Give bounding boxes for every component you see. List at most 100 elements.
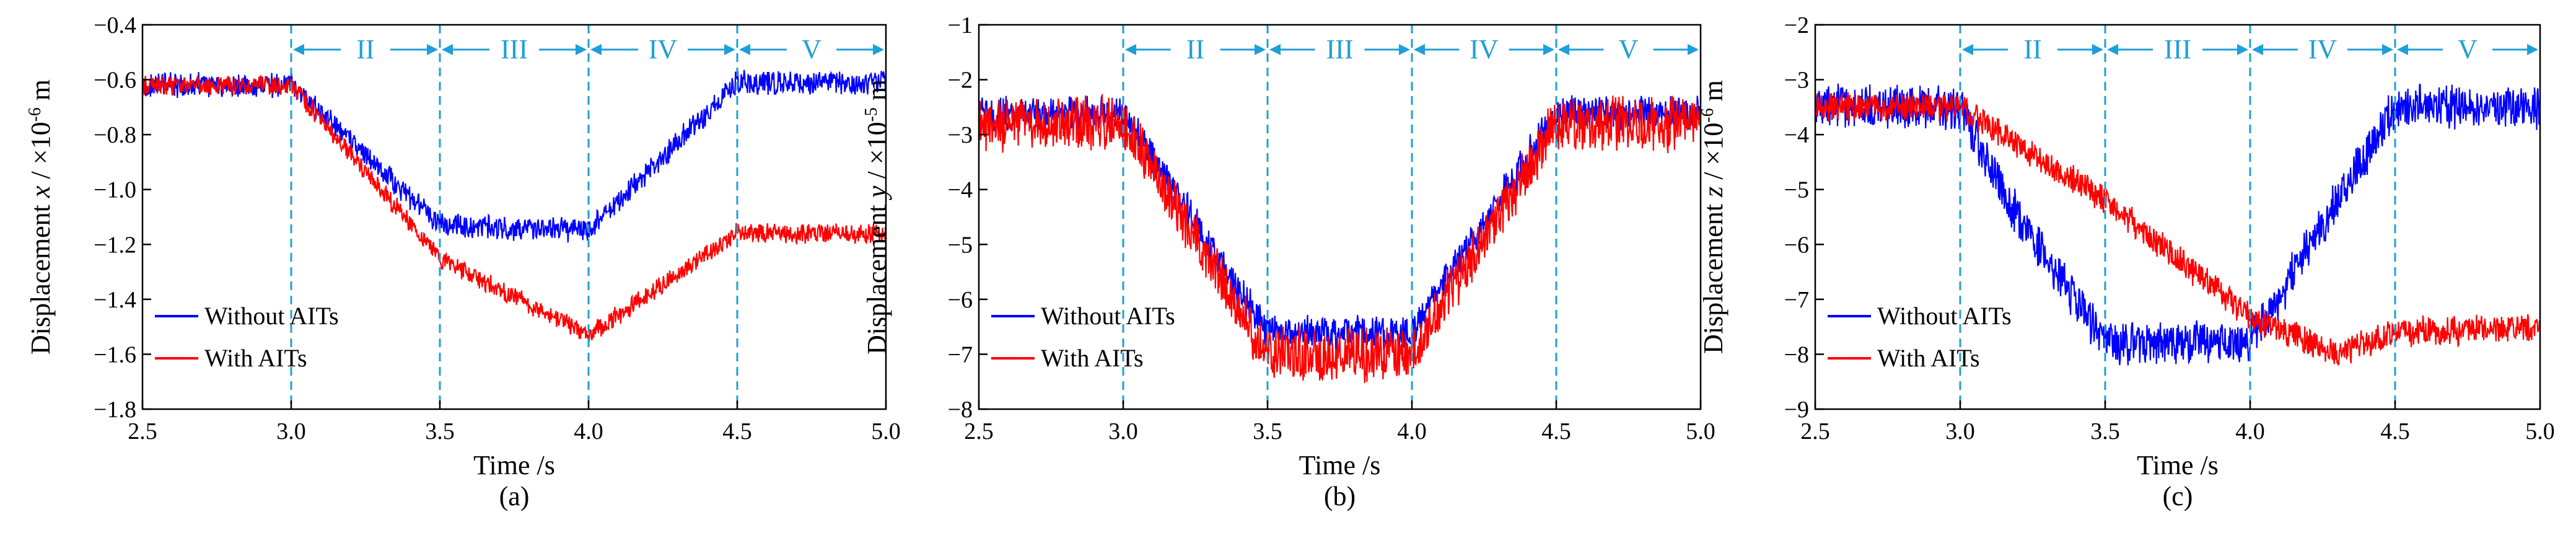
y-axis-label: Displacement z / ×10-6 m — [1698, 80, 1729, 354]
chart-panel-2: II III IV V2.5 3.0 3.5 4.0 4.5 5.0−8−7−6−5−4−3−2… — [862, 12, 1715, 511]
x-tick-label: 4.0 — [2235, 418, 2265, 444]
plot-frame — [978, 24, 1702, 410]
chart-panel-3: II III IV V2.5 3.0 3.5 4.0 4.5 5.0−9−8−7−6−5−4−3… — [1698, 12, 2555, 511]
x-tick-label: 4.0 — [1397, 418, 1427, 444]
phase-label-bg — [638, 33, 688, 63]
x-tick-label: 2.5 — [128, 418, 157, 444]
y-axis-label-text: Displacement — [25, 198, 56, 355]
y-axis-label-unit: / ×10 — [862, 122, 892, 186]
phase-label-bg — [1170, 33, 1220, 63]
y-axis-label-variable: x — [25, 185, 56, 198]
y-tick-label: −1.8 — [94, 397, 136, 423]
x-tick-label: 5.0 — [2525, 418, 2555, 444]
x-tick-label: 3.0 — [1945, 418, 1975, 444]
phase-label-bg — [2443, 33, 2492, 63]
y-axis-label-meter: m — [862, 79, 892, 107]
x-tick-label: 3.5 — [425, 418, 455, 444]
y-axis-label: Displacement y / ×10-5 m — [862, 79, 893, 355]
phase-arrowhead-left — [1269, 44, 1281, 55]
series-line-without-aits — [1815, 83, 2540, 366]
y-tick-label: −1.4 — [94, 287, 136, 313]
y-tick-label: −6 — [948, 287, 973, 313]
y-axis-label-meter: m — [25, 79, 56, 107]
legend-label-without-aits: Without AITs — [204, 302, 339, 330]
y-tick-label: −0.6 — [94, 68, 136, 94]
x-tick-label: 5.0 — [871, 418, 901, 444]
y-tick-label: −1.6 — [94, 342, 136, 368]
phase-label-bg — [341, 33, 390, 63]
phase-label-ii: II — [2023, 34, 2041, 64]
phase-label-iii: III — [1326, 34, 1354, 64]
y-axis-label-exponent: -6 — [25, 107, 45, 122]
phase-arrowhead-left — [2107, 44, 2118, 55]
series-line-with-aits — [1815, 92, 2540, 366]
phase-arrowhead-right — [1543, 44, 1554, 55]
y-tick-label: −1.2 — [94, 232, 136, 258]
phase-arrowhead-left — [1558, 44, 1569, 55]
phase-arrowhead-left — [442, 44, 453, 55]
y-axis-label: Displacement x / ×10-6 m — [25, 79, 56, 355]
phase-arrowhead-right — [1255, 44, 1266, 55]
x-tick-label: 3.5 — [1253, 418, 1282, 444]
x-tick-label: 3.5 — [2090, 418, 2120, 444]
y-tick-label: −0.4 — [94, 12, 136, 38]
x-axis-label: Time /s — [1299, 450, 1381, 480]
y-axis-label-text: Displacement — [862, 198, 892, 355]
plot-frame — [141, 24, 887, 410]
phase-arrowhead-left — [293, 44, 304, 55]
phase-label-bg — [1459, 33, 1509, 63]
y-axis-label-meter: m — [1698, 80, 1728, 108]
phase-label-iii: III — [2164, 34, 2191, 64]
phase-arrowhead-left — [2397, 44, 2408, 55]
y-tick-label: −3 — [1784, 68, 1809, 94]
legend-label-with-aits: With AITs — [204, 344, 307, 372]
panel-label: (a) — [499, 481, 530, 511]
x-tick-label: 3.0 — [276, 418, 306, 444]
y-axis-label-variable: y — [862, 185, 892, 200]
phase-label-iv: IV — [2308, 34, 2337, 64]
phase-arrowhead-left — [1125, 44, 1136, 55]
x-tick-label: 5.0 — [1686, 418, 1715, 444]
y-tick-label: −2 — [948, 68, 973, 94]
phase-arrowhead-right — [2382, 44, 2393, 55]
legend-label-with-aits: With AITs — [1041, 344, 1144, 372]
y-axis-label-exponent: -6 — [1698, 108, 1717, 122]
y-axis-label-text: Displacement — [1698, 197, 1728, 354]
y-tick-label: −9 — [1784, 397, 1809, 423]
x-tick-label: 4.0 — [574, 418, 603, 444]
y-axis-label-exponent: -5 — [862, 107, 881, 122]
phase-label-bg — [2153, 33, 2202, 63]
phase-label-bg — [489, 33, 539, 63]
y-tick-label: −8 — [948, 397, 973, 423]
y-tick-label: −1 — [948, 12, 973, 38]
y-axis-label-unit: / ×10 — [25, 122, 56, 186]
y-tick-label: −1.0 — [94, 177, 136, 203]
phase-label-iv: IV — [1470, 34, 1499, 64]
phase-label-v: V — [1619, 34, 1639, 64]
y-tick-label: −4 — [948, 177, 973, 203]
series-line-without-aits — [142, 69, 886, 243]
phase-label-bg — [787, 33, 836, 63]
y-tick-label: −3 — [948, 122, 973, 148]
legend-label-with-aits: With AITs — [1877, 344, 1980, 372]
phase-arrowhead-right — [724, 44, 735, 55]
phase-arrowhead-left — [739, 44, 750, 55]
phase-arrowhead-left — [1414, 44, 1425, 55]
panel-label: (b) — [1324, 481, 1356, 511]
phase-arrowhead-right — [2092, 44, 2103, 55]
y-tick-label: −5 — [948, 232, 973, 258]
x-tick-label: 3.0 — [1108, 418, 1138, 444]
legend-label-without-aits: Without AITs — [1041, 302, 1175, 330]
phase-arrowhead-left — [2252, 44, 2263, 55]
x-tick-label: 2.5 — [964, 418, 994, 444]
phase-label-ii: II — [1186, 34, 1204, 64]
phase-arrowhead-right — [1688, 44, 1699, 55]
y-tick-label: −6 — [1784, 232, 1809, 258]
phase-label-bg — [2008, 33, 2057, 63]
panel-label: (c) — [2163, 481, 2193, 511]
x-tick-label: 4.5 — [2380, 418, 2410, 444]
phase-label-iii: III — [501, 34, 528, 64]
phase-arrowhead-left — [1962, 44, 1973, 55]
x-tick-label: 4.5 — [722, 418, 752, 444]
